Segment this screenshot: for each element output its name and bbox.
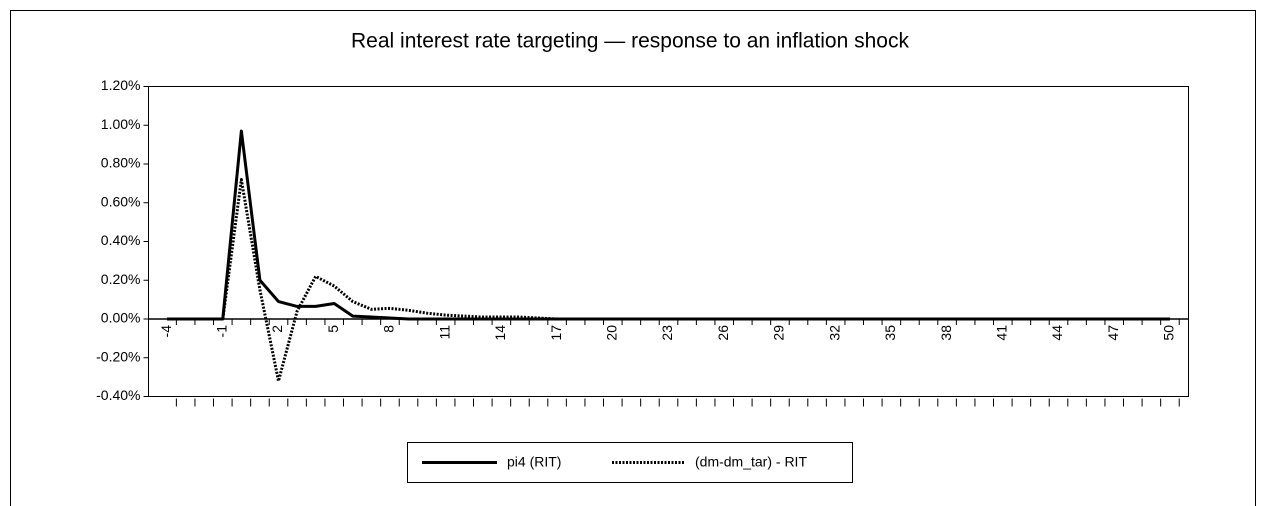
- x-tick-label: 26: [715, 325, 731, 341]
- legend-label: (dm-dm_tar) - RIT: [695, 454, 807, 470]
- x-tick-label: 38: [938, 325, 954, 341]
- y-tick-label: 0.00%: [101, 310, 141, 326]
- x-tick-label: 50: [1161, 325, 1177, 341]
- x-tick-label: 20: [603, 325, 619, 341]
- series-line: [167, 178, 1170, 383]
- y-tick-label: 1.20%: [101, 77, 141, 93]
- x-tick-label: 2: [269, 325, 285, 333]
- x-tick-label: 44: [1049, 325, 1065, 341]
- x-tick-label: 32: [826, 325, 842, 341]
- y-tick-label: 0.40%: [101, 232, 141, 248]
- y-tick-label: 1.00%: [101, 116, 141, 132]
- y-tick-label: -0.40%: [96, 387, 140, 403]
- y-tick-label: 0.80%: [101, 155, 141, 171]
- chart-frame: [10, 10, 1256, 506]
- y-tick-label: -0.20%: [96, 348, 140, 364]
- y-tick-label: 0.60%: [101, 193, 141, 209]
- x-tick-label: 23: [659, 325, 675, 341]
- x-tick-label: 41: [993, 325, 1009, 341]
- x-tick-label: 17: [548, 325, 564, 341]
- x-tick-label: -4: [158, 325, 174, 338]
- x-tick-label: 47: [1105, 325, 1121, 341]
- x-tick-label: 29: [771, 325, 787, 341]
- x-tick-label: -1: [213, 325, 229, 338]
- x-tick-label: 14: [492, 325, 508, 341]
- chart-title: Real interest rate targeting — response …: [351, 30, 909, 53]
- y-tick-label: 0.20%: [101, 271, 141, 287]
- x-tick-label: 8: [381, 325, 397, 333]
- legend-label: pi4 (RIT): [507, 454, 561, 470]
- x-tick-label: 5: [325, 325, 341, 333]
- x-tick-label: 35: [882, 325, 898, 341]
- x-tick-label: 11: [436, 325, 452, 340]
